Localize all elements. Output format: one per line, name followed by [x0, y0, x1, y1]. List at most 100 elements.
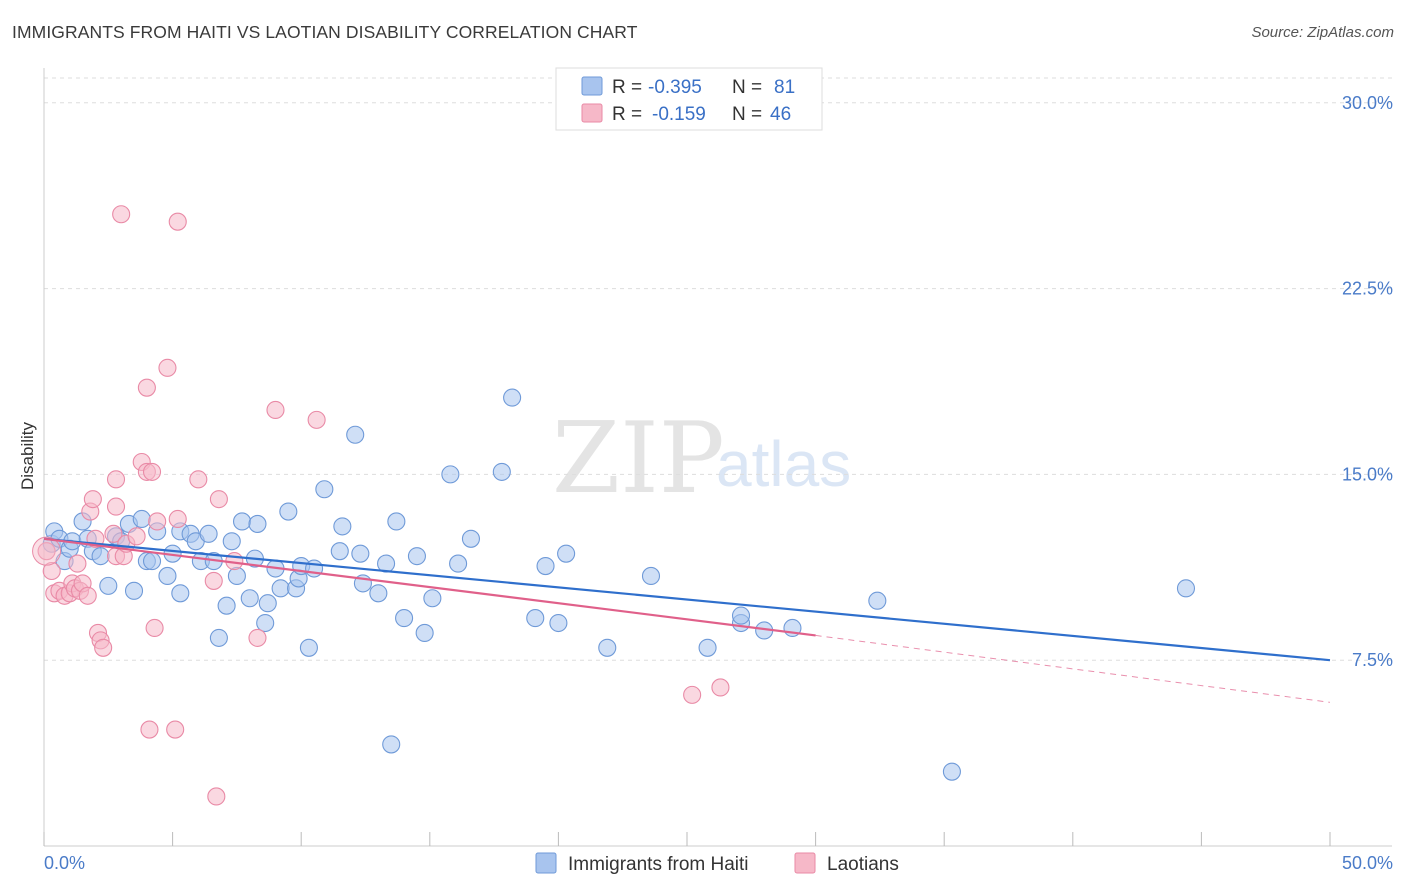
point-haiti	[99, 576, 118, 595]
y-tick-label: 22.5%	[1342, 279, 1393, 299]
chart-source: Source: ZipAtlas.com	[1251, 24, 1394, 41]
point-haiti	[279, 502, 298, 521]
trend-layer	[43, 537, 1331, 703]
point-haiti	[240, 589, 259, 608]
point-laotians	[168, 509, 187, 529]
point-haiti	[333, 517, 352, 536]
watermark-zip: ZIP	[552, 402, 725, 516]
point-laotians	[94, 638, 113, 657]
point-haiti	[549, 613, 568, 633]
point-haiti	[305, 559, 324, 578]
legend-n-value-pink: 46	[770, 104, 791, 125]
legend-r-label-blue: R =	[612, 77, 642, 98]
point-laotians	[106, 497, 126, 516]
trend-line-haiti	[43, 537, 1331, 662]
point-haiti	[256, 613, 275, 633]
legend-n-label-blue: N =	[732, 77, 762, 98]
points-layer	[32, 205, 1196, 806]
point-laotians	[83, 490, 102, 509]
point-laotians	[140, 720, 159, 739]
point-laotians	[189, 470, 208, 489]
x-tick-label: 0.0%	[44, 853, 85, 873]
bottom-legend-swatch-laotians	[794, 852, 816, 874]
legend-r-label-pink: R =	[612, 104, 642, 125]
point-laotians	[137, 378, 156, 397]
point-haiti	[217, 596, 236, 615]
point-laotians	[207, 787, 226, 806]
legend-r-value-pink: -0.159	[652, 104, 706, 125]
point-haiti	[1176, 579, 1196, 598]
y-axis-label: Disability	[18, 421, 37, 490]
y-tick-label: 7.5%	[1352, 650, 1393, 670]
point-laotians	[78, 586, 97, 605]
point-laotians	[248, 628, 267, 647]
point-haiti	[536, 557, 555, 576]
point-haiti	[598, 638, 617, 657]
legend-swatch-blue	[581, 76, 603, 96]
point-haiti	[248, 514, 267, 533]
point-laotians	[32, 536, 62, 566]
point-laotians	[145, 618, 164, 638]
bottom-legend-label-laotians: Laotians	[827, 854, 899, 875]
point-haiti	[330, 542, 349, 561]
point-laotians	[166, 720, 185, 739]
point-haiti	[557, 544, 576, 563]
y-tick-label: 30.0%	[1342, 93, 1393, 113]
trend-line-laotians-extension	[815, 634, 1331, 703]
point-haiti	[503, 388, 522, 407]
point-haiti	[407, 547, 426, 566]
x-tick-label: 50.0%	[1342, 853, 1393, 873]
point-laotians	[104, 524, 123, 543]
y-tick-label: 15.0%	[1342, 464, 1393, 484]
point-haiti	[222, 532, 241, 551]
point-haiti	[199, 524, 218, 543]
legend-box: R = -0.395 N = 81 R = -0.159 N = 46	[555, 67, 823, 131]
point-haiti	[209, 628, 228, 647]
point-laotians	[204, 571, 223, 590]
point-laotians	[266, 400, 285, 420]
legend-r-value-blue: -0.395	[648, 77, 702, 98]
point-laotians	[158, 358, 177, 377]
point-laotians	[683, 685, 702, 704]
point-haiti	[158, 566, 177, 586]
point-laotians	[112, 205, 131, 224]
axis-layer: 7.5% 15.0% 22.5% 30.0% 0.0% 50.0%	[43, 68, 1393, 873]
point-haiti	[698, 638, 717, 657]
point-haiti	[299, 638, 318, 657]
point-haiti	[641, 566, 661, 586]
point-haiti	[271, 579, 290, 598]
point-haiti	[942, 762, 961, 781]
point-laotians	[106, 470, 126, 489]
point-laotians	[168, 212, 187, 231]
point-haiti	[423, 589, 442, 608]
point-haiti	[449, 554, 468, 573]
point-laotians	[68, 554, 87, 573]
bottom-legend-label-haiti: Immigrants from Haiti	[568, 854, 749, 875]
point-haiti	[258, 594, 277, 613]
point-haiti	[369, 584, 388, 603]
point-laotians	[209, 490, 228, 509]
point-laotians	[711, 678, 730, 697]
point-haiti	[492, 462, 511, 481]
point-laotians	[42, 561, 61, 581]
point-haiti	[868, 591, 887, 610]
point-laotians	[307, 410, 326, 429]
point-laotians	[37, 542, 56, 561]
chart-title: IMMIGRANTS FROM HAITI VS LAOTIAN DISABIL…	[12, 22, 638, 42]
watermark-atlas: atlas	[716, 428, 851, 500]
point-haiti	[124, 581, 144, 600]
point-haiti	[132, 509, 151, 529]
point-haiti	[227, 566, 246, 586]
point-haiti	[731, 606, 751, 625]
point-haiti	[387, 512, 406, 531]
point-laotians	[142, 462, 162, 481]
grid-layer	[44, 77, 1392, 661]
point-haiti	[351, 544, 370, 563]
legend-n-label-pink: N =	[732, 104, 762, 125]
point-haiti	[171, 584, 190, 603]
point-haiti	[461, 529, 481, 548]
point-haiti	[142, 552, 162, 571]
point-haiti	[91, 547, 110, 566]
point-haiti	[382, 735, 401, 754]
